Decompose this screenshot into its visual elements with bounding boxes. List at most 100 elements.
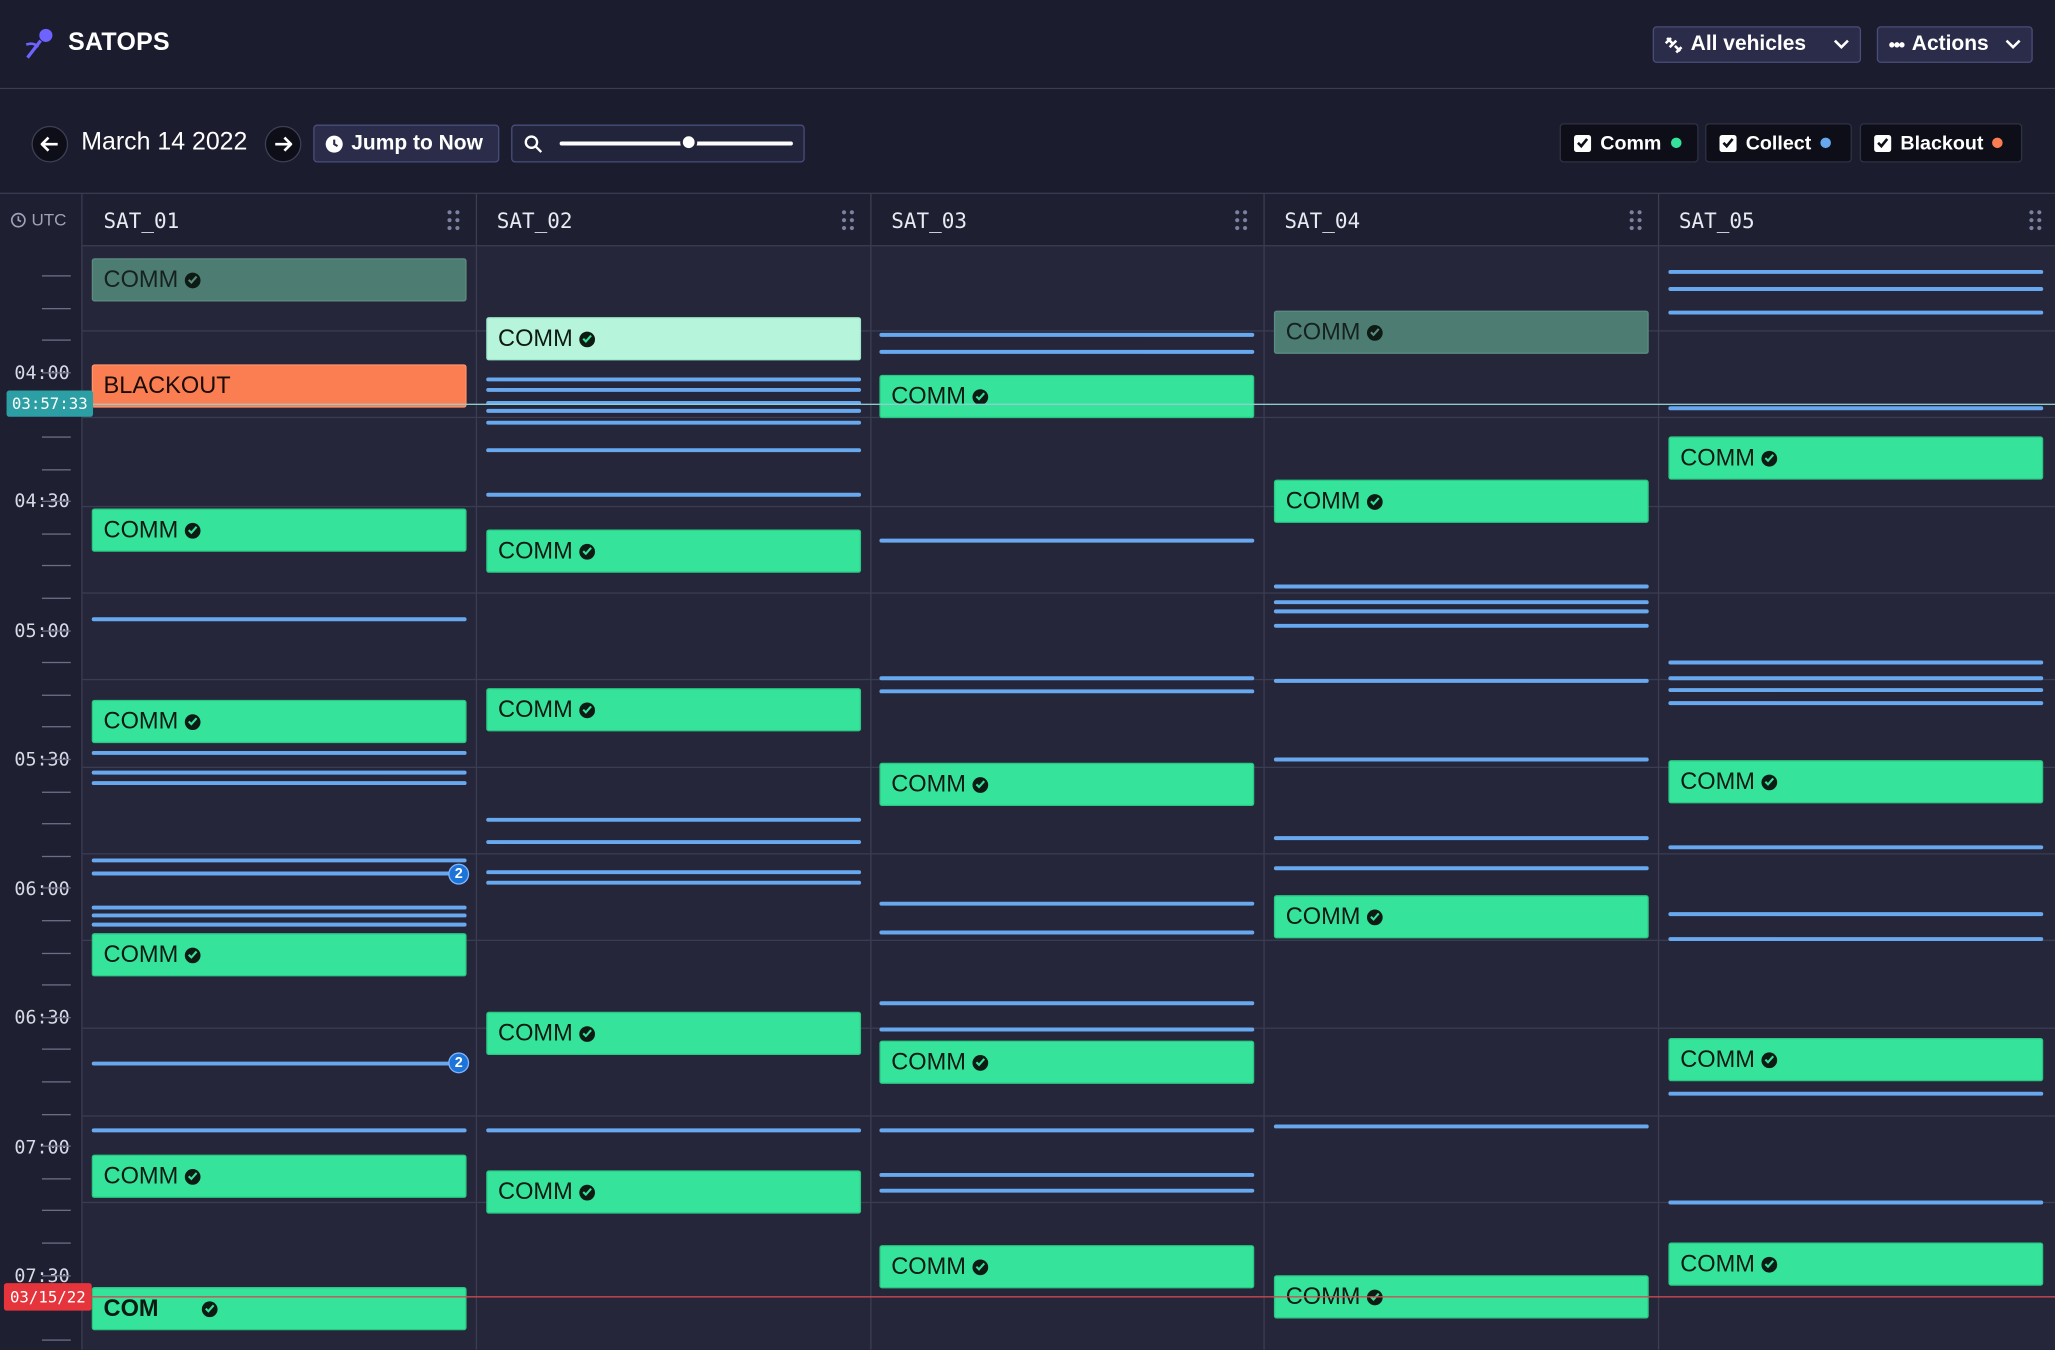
comm-pass[interactable]: COMM: [91, 933, 467, 977]
collect-window[interactable]: [879, 930, 1255, 935]
comm-pass[interactable]: COMM: [486, 529, 862, 573]
collect-window[interactable]: [1668, 287, 2044, 291]
filter-comm[interactable]: Comm: [1559, 123, 1699, 163]
jump-to-now-button[interactable]: Jump to Now: [313, 124, 500, 163]
collect-window[interactable]: [879, 1001, 1255, 1006]
actions-menu[interactable]: ••• Actions: [1876, 26, 2033, 63]
collect-group-count-badge[interactable]: 2: [448, 863, 470, 885]
collect-window[interactable]: [1273, 836, 1649, 841]
collect-window[interactable]: [91, 871, 467, 876]
collect-window[interactable]: [879, 538, 1255, 543]
comm-pass[interactable]: COMM: [91, 508, 467, 552]
comm-pass[interactable]: COMM: [879, 1245, 1255, 1289]
collect-window[interactable]: [91, 1061, 467, 1066]
collect-group-count-badge[interactable]: 2: [448, 1052, 470, 1074]
drag-handle-icon[interactable]: [2029, 210, 2042, 231]
checkbox-checked-icon[interactable]: [1574, 134, 1592, 152]
blackout-window[interactable]: BLACKOUT: [91, 364, 467, 408]
collect-window[interactable]: [486, 492, 862, 497]
collect-window[interactable]: [879, 332, 1255, 337]
comm-pass[interactable]: COMM: [486, 688, 862, 732]
vehicle-select[interactable]: All vehicles: [1652, 26, 1862, 63]
collect-window[interactable]: [91, 770, 467, 775]
collect-window[interactable]: [1273, 609, 1649, 614]
collect-window[interactable]: [879, 1027, 1255, 1032]
collect-window[interactable]: [1668, 660, 2044, 665]
collect-window[interactable]: [1668, 676, 2044, 681]
comm-pass[interactable]: COMM: [1668, 1242, 2044, 1286]
collect-window[interactable]: [91, 781, 467, 786]
collect-window[interactable]: [91, 617, 467, 622]
collect-window[interactable]: [1273, 757, 1649, 762]
collect-window[interactable]: [1273, 678, 1649, 683]
comm-pass[interactable]: COMM: [1273, 479, 1649, 523]
collect-window[interactable]: [1668, 845, 2044, 850]
collect-window[interactable]: [486, 448, 862, 453]
collect-window[interactable]: [91, 750, 467, 755]
collect-window[interactable]: [486, 387, 862, 392]
drag-handle-icon[interactable]: [447, 210, 460, 231]
collect-window[interactable]: [91, 1128, 467, 1133]
collect-window[interactable]: [1273, 866, 1649, 871]
collect-window[interactable]: [1273, 1124, 1649, 1129]
comm-pass[interactable]: COMM: [1273, 310, 1649, 354]
filter-blackout[interactable]: Blackout: [1859, 123, 2023, 163]
collect-window[interactable]: [1668, 310, 2044, 315]
comm-pass[interactable]: COMM: [486, 1170, 862, 1214]
collect-window[interactable]: [879, 676, 1255, 681]
comm-pass[interactable]: COMM: [879, 1040, 1255, 1084]
collect-window[interactable]: [1668, 406, 2044, 411]
collect-window[interactable]: [1273, 623, 1649, 628]
collect-window[interactable]: [1273, 584, 1649, 589]
collect-window[interactable]: [879, 1128, 1255, 1133]
collect-window[interactable]: [1668, 1091, 2044, 1096]
drag-handle-icon[interactable]: [841, 210, 854, 231]
prev-day-button[interactable]: [31, 125, 69, 163]
collect-window[interactable]: [1668, 1200, 2044, 1205]
collect-window[interactable]: [486, 401, 862, 405]
comm-pass[interactable]: COMM: [91, 699, 467, 744]
collect-window[interactable]: [486, 817, 862, 822]
collect-window[interactable]: [486, 840, 862, 845]
comm-pass[interactable]: COMM: [1668, 436, 2044, 480]
collect-window[interactable]: [486, 408, 862, 413]
collect-window[interactable]: [91, 922, 467, 927]
collect-window[interactable]: [91, 905, 467, 910]
collect-window[interactable]: [486, 1128, 862, 1133]
comm-pass[interactable]: COMM: [879, 374, 1255, 419]
zoom-slider-handle[interactable]: [680, 133, 698, 151]
comm-pass[interactable]: COMM: [91, 258, 467, 302]
collect-window[interactable]: [879, 1188, 1255, 1193]
comm-pass[interactable]: COMM: [879, 762, 1255, 807]
collect-window[interactable]: [486, 870, 862, 875]
collect-window[interactable]: [1668, 701, 2044, 706]
collect-window[interactable]: [486, 880, 862, 885]
collect-window[interactable]: [91, 913, 467, 918]
checkbox-checked-icon[interactable]: [1874, 134, 1892, 152]
collect-window[interactable]: [879, 1172, 1255, 1177]
comm-pass[interactable]: COMM: [1668, 1037, 2044, 1082]
drag-handle-icon[interactable]: [1235, 210, 1248, 231]
collect-window[interactable]: [91, 858, 467, 863]
brand[interactable]: SATOPS: [24, 26, 170, 60]
comm-pass[interactable]: COMM: [486, 317, 862, 361]
filter-collect[interactable]: Collect: [1705, 123, 1852, 163]
collect-window[interactable]: [1668, 269, 2044, 274]
collect-window[interactable]: [879, 349, 1255, 354]
checkbox-checked-icon[interactable]: [1719, 134, 1737, 152]
comm-pass[interactable]: COMM: [91, 1154, 467, 1198]
drag-handle-icon[interactable]: [1629, 210, 1642, 231]
comm-pass[interactable]: COMM: [486, 1011, 862, 1056]
next-day-button[interactable]: [264, 125, 302, 163]
collect-window[interactable]: [879, 689, 1255, 694]
collect-window[interactable]: [1668, 912, 2044, 917]
collect-window[interactable]: [486, 377, 862, 382]
comm-pass[interactable]: COMM: [1668, 760, 2044, 804]
collect-window[interactable]: [486, 420, 862, 425]
collect-window[interactable]: [1668, 937, 2044, 942]
collect-window[interactable]: [1273, 600, 1649, 605]
collect-window[interactable]: [1668, 688, 2044, 692]
zoom-slider-track[interactable]: [559, 141, 793, 146]
comm-pass[interactable]: COM: [91, 1287, 467, 1331]
comm-pass[interactable]: COMM: [1273, 895, 1649, 939]
